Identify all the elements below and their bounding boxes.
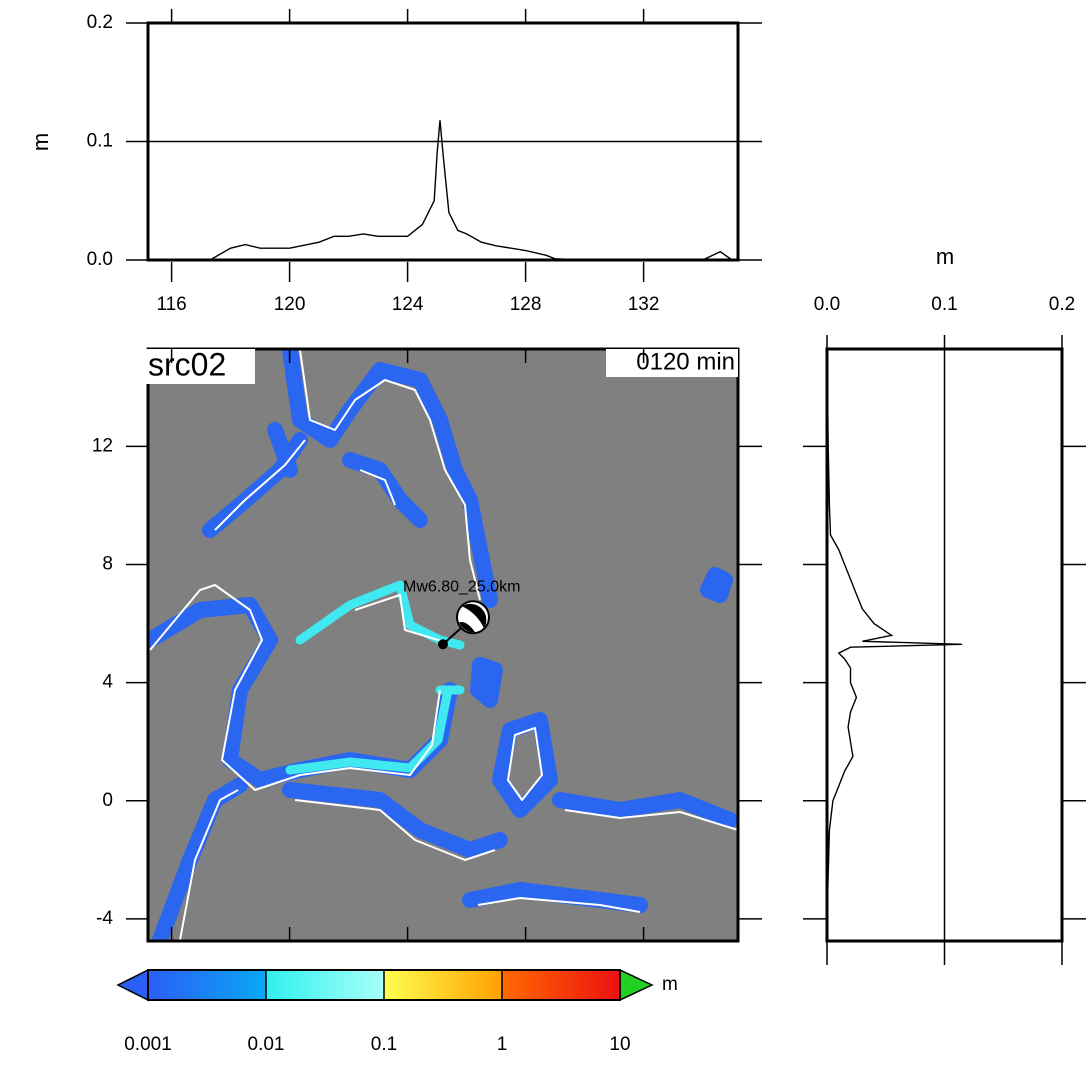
map-area — [148, 349, 738, 941]
x-axis-title: m — [936, 244, 954, 269]
color-segment — [502, 970, 620, 1000]
under-arrow — [116, 968, 149, 1002]
x-tick-label: 0.0 — [814, 294, 840, 315]
time-label: 0120 min — [636, 348, 735, 375]
profile-line — [826, 348, 963, 941]
title-box — [140, 349, 255, 384]
y-tick-label: 8 — [102, 554, 113, 575]
event-label: Mw6.80_25.0km — [403, 578, 520, 595]
color-segment — [266, 970, 384, 1000]
colorbar-tick-label: 0.01 — [248, 1034, 285, 1055]
x-tick-label: 128 — [510, 294, 542, 315]
time-box — [606, 349, 738, 377]
colorbar-tick-label: 10 — [609, 1034, 630, 1055]
over-arrow — [619, 968, 654, 1002]
colorbar-tick-label: 0.1 — [371, 1034, 397, 1055]
y-axis-title: m — [28, 133, 53, 151]
y-tick-label: 0.2 — [87, 12, 113, 33]
x-tick-label: 0.1 — [931, 294, 957, 315]
map-title: src02 — [148, 346, 226, 382]
y-tick-label: 12 — [92, 435, 113, 456]
color-segment — [384, 970, 502, 1000]
epicenter — [438, 639, 448, 650]
colorbar-tick-label: 1 — [497, 1034, 508, 1055]
beachball-quadrant — [462, 603, 487, 629]
x-tick-label: 124 — [392, 294, 424, 315]
x-tick-label: 132 — [628, 294, 660, 315]
colorbar-unit: m — [662, 974, 678, 995]
y-tick-label: 0 — [102, 790, 113, 811]
x-tick-label: 120 — [274, 294, 306, 315]
x-tick-label: 116 — [156, 294, 186, 315]
y-tick-label: 0.0 — [87, 249, 113, 270]
colorbar-tick-label: 0.001 — [124, 1034, 172, 1055]
map-frame — [146, 347, 740, 943]
color-segment — [148, 970, 266, 1000]
y-tick-label: 0.1 — [87, 131, 113, 152]
profile-line — [209, 120, 733, 261]
y-tick-label: 4 — [102, 672, 113, 693]
beachball-quadrant — [459, 621, 475, 633]
coastline — [149, 349, 738, 941]
x-tick-label: 0.2 — [1049, 294, 1075, 315]
y-tick-label: -4 — [96, 908, 113, 929]
